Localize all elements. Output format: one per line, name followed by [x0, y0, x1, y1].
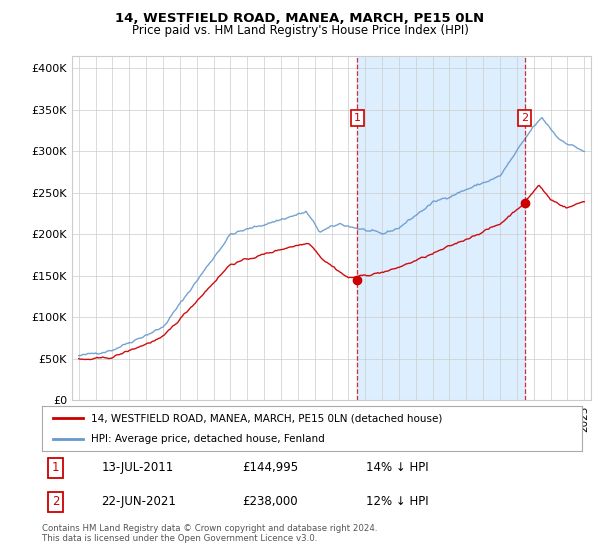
Text: 14, WESTFIELD ROAD, MANEA, MARCH, PE15 0LN: 14, WESTFIELD ROAD, MANEA, MARCH, PE15 0…: [115, 12, 485, 25]
Text: 2: 2: [52, 496, 59, 508]
Text: 14% ↓ HPI: 14% ↓ HPI: [366, 461, 428, 474]
Text: Price paid vs. HM Land Registry's House Price Index (HPI): Price paid vs. HM Land Registry's House …: [131, 24, 469, 37]
Text: £238,000: £238,000: [242, 496, 298, 508]
Text: HPI: Average price, detached house, Fenland: HPI: Average price, detached house, Fenl…: [91, 433, 325, 444]
Text: 1: 1: [52, 461, 59, 474]
Text: 12% ↓ HPI: 12% ↓ HPI: [366, 496, 428, 508]
Text: 2: 2: [521, 113, 528, 123]
Bar: [358, 56, 524, 400]
Text: 13-JUL-2011: 13-JUL-2011: [101, 461, 173, 474]
Text: 14, WESTFIELD ROAD, MANEA, MARCH, PE15 0LN (detached house): 14, WESTFIELD ROAD, MANEA, MARCH, PE15 0…: [91, 413, 442, 423]
Text: Contains HM Land Registry data © Crown copyright and database right 2024.
This d: Contains HM Land Registry data © Crown c…: [42, 524, 377, 543]
Text: £144,995: £144,995: [242, 461, 298, 474]
Text: 22-JUN-2021: 22-JUN-2021: [101, 496, 176, 508]
Text: 1: 1: [354, 113, 361, 123]
